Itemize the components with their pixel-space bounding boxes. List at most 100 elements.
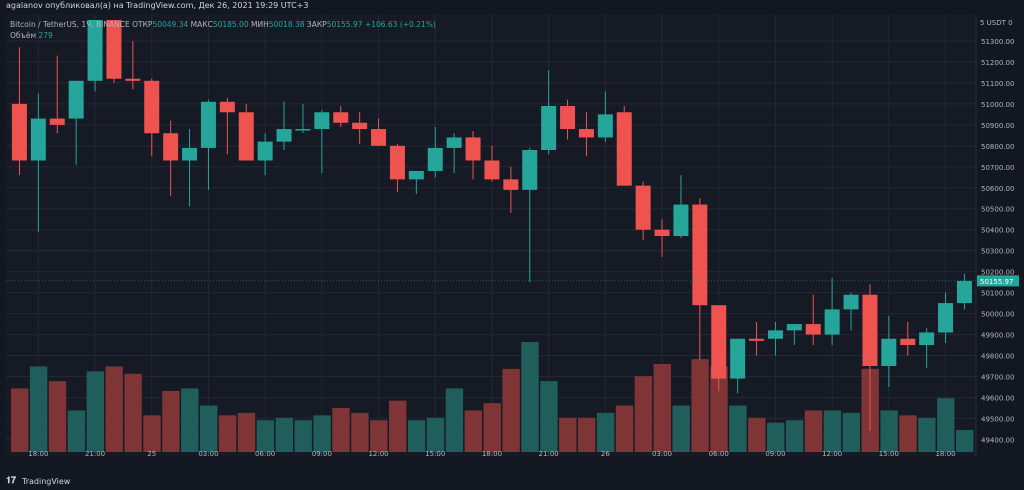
last-price-label: 50155.97 bbox=[980, 278, 1013, 286]
y-tick-label: 50400.00 bbox=[981, 227, 1014, 235]
y-tick-label: 50700.00 bbox=[981, 164, 1014, 172]
candle-body bbox=[125, 78, 141, 81]
candle-body bbox=[900, 338, 916, 346]
volume-bar bbox=[426, 417, 445, 452]
volume-bar bbox=[294, 420, 312, 452]
y-tick-label: 50900.00 bbox=[981, 122, 1014, 130]
candle-body bbox=[446, 137, 462, 148]
volume-bar bbox=[464, 410, 482, 452]
volume-bar bbox=[578, 417, 596, 452]
x-tick-label: 21:00 bbox=[85, 450, 105, 457]
candle-body bbox=[938, 303, 954, 333]
volume-bar bbox=[823, 410, 842, 452]
legend-low-label: МИН bbox=[251, 20, 269, 29]
volume-bar bbox=[956, 430, 974, 452]
candle-body bbox=[276, 129, 292, 142]
x-tick-label: 12:00 bbox=[368, 450, 388, 457]
volume-bar bbox=[748, 417, 766, 452]
candle-body bbox=[371, 129, 387, 146]
y-tick-label: 49800.00 bbox=[981, 353, 1014, 361]
volume-bar bbox=[729, 405, 747, 452]
volume-bar bbox=[143, 415, 161, 452]
x-tick-label: 03:00 bbox=[198, 450, 218, 457]
volume-bar bbox=[313, 415, 331, 452]
volume-bar bbox=[899, 415, 917, 452]
volume-bar bbox=[237, 412, 256, 452]
candle-body bbox=[673, 204, 689, 236]
candle-body bbox=[503, 179, 519, 190]
volume-bar bbox=[407, 420, 426, 452]
candle-body bbox=[862, 294, 878, 367]
candle-body bbox=[919, 332, 935, 346]
last-price-tag bbox=[977, 275, 1019, 287]
tradingview-logo-icon[interactable]: 𝟏𝟕 bbox=[6, 476, 17, 486]
chart-legend: Bitcoin / TetherUS, 1Ч, BINANCE ОТКР5004… bbox=[10, 19, 436, 41]
candle-body bbox=[824, 309, 840, 335]
x-tick-label: 15:00 bbox=[425, 450, 445, 457]
candle-body bbox=[749, 338, 765, 341]
volume-bar bbox=[11, 388, 29, 452]
candle-body bbox=[956, 280, 972, 304]
legend-close-value: 50155.97 bbox=[326, 20, 363, 29]
footer-brand[interactable]: TradingView bbox=[22, 477, 71, 486]
volume-bar bbox=[880, 410, 898, 452]
x-tick-label: 03:00 bbox=[652, 450, 672, 457]
candle-body bbox=[30, 118, 46, 161]
candle-body bbox=[578, 129, 594, 138]
chart-area[interactable]: 49400.00 49500.00 49600.00 49700.00 49800.00… bbox=[6, 14, 1019, 457]
volume-bar bbox=[332, 408, 350, 452]
y-tick-label: 50500.00 bbox=[981, 206, 1014, 214]
candle-body bbox=[68, 80, 84, 119]
candle-body bbox=[200, 101, 216, 148]
volume-bar bbox=[67, 410, 86, 452]
publish-header: agalanov опубликовал(а) на TradingView.c… bbox=[0, 0, 1024, 14]
candle-body bbox=[352, 122, 368, 130]
candle-body bbox=[597, 114, 613, 138]
y-tick-label: 51000.00 bbox=[981, 101, 1014, 109]
legend-high-value: 50185.00 bbox=[212, 20, 249, 29]
volume-bar bbox=[256, 420, 275, 452]
volume-bar bbox=[124, 373, 142, 452]
y-tick-label: 49400.00 bbox=[981, 436, 1014, 444]
volume-bar bbox=[842, 412, 860, 452]
volume-bar bbox=[86, 371, 104, 452]
candle-body bbox=[389, 145, 405, 180]
candle-body bbox=[484, 160, 500, 180]
x-tick-label: 21:00 bbox=[539, 450, 559, 457]
candle-body bbox=[333, 112, 349, 123]
y-tick-label: 50100.00 bbox=[981, 290, 1014, 298]
y-tick-label: 50000.00 bbox=[981, 311, 1014, 319]
candle-body bbox=[106, 20, 122, 79]
x-tick-label: 06:00 bbox=[709, 450, 729, 457]
price-scale-currency[interactable]: 5 USDT 0 bbox=[980, 19, 1013, 27]
y-tick-label: 50800.00 bbox=[981, 143, 1014, 151]
candle-body bbox=[257, 141, 273, 161]
volume-bar bbox=[181, 388, 199, 452]
x-tick-label: 26 bbox=[601, 450, 610, 457]
y-tick-label: 50600.00 bbox=[981, 185, 1014, 193]
volume-bar bbox=[48, 381, 67, 452]
candle-body bbox=[616, 112, 632, 186]
volume-bar bbox=[275, 417, 293, 452]
candle-body bbox=[49, 118, 65, 125]
candle-body bbox=[635, 185, 651, 230]
candle-body bbox=[805, 324, 821, 335]
candle-body bbox=[87, 20, 103, 81]
volume-bar bbox=[937, 398, 955, 452]
volume-bar bbox=[105, 366, 123, 452]
volume-bar bbox=[521, 342, 539, 452]
legend-high-label: МАКС bbox=[190, 20, 213, 29]
candle-body bbox=[314, 112, 330, 130]
legend-open-label: ОТКР bbox=[132, 20, 153, 29]
candle-body bbox=[786, 324, 802, 331]
candle-body bbox=[730, 338, 746, 379]
candlestick-chart[interactable]: 49400.00 49500.00 49600.00 49700.00 49800.00… bbox=[6, 14, 1024, 457]
volume-bar bbox=[351, 412, 369, 452]
candle-body bbox=[711, 305, 727, 379]
x-tick-label: 12:00 bbox=[822, 450, 842, 457]
candle-body bbox=[295, 129, 311, 131]
legend-change: +106.63 (+0.21%) bbox=[364, 20, 436, 29]
candle-body bbox=[144, 80, 160, 134]
legend-volume-label: Объём bbox=[10, 31, 37, 40]
volume-bar bbox=[445, 388, 464, 452]
